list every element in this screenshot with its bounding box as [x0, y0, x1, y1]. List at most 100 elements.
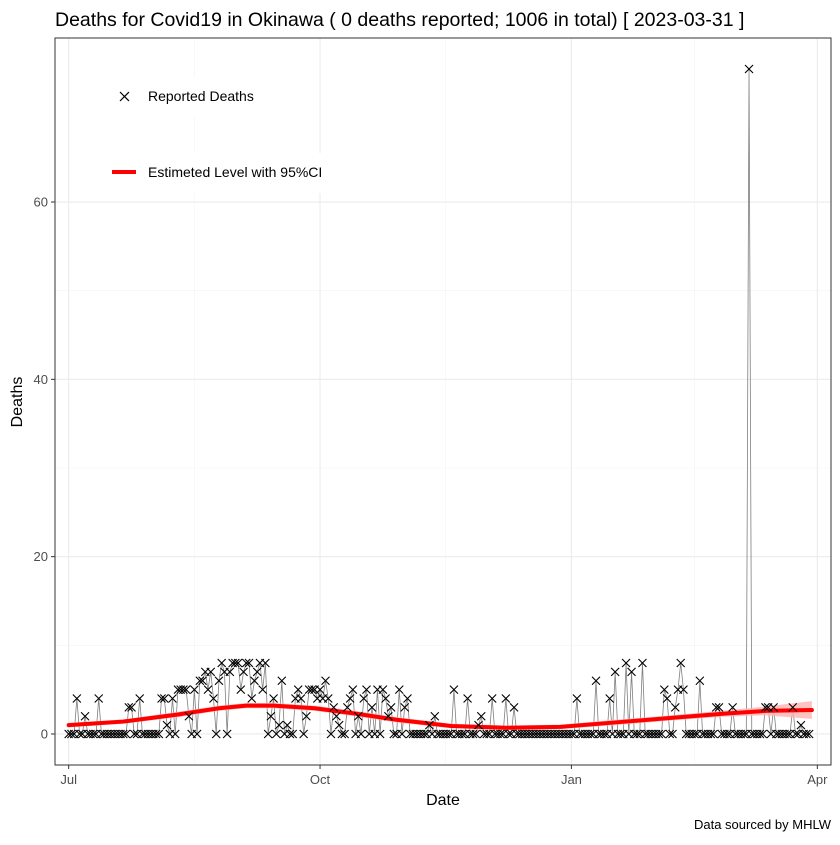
reported-death-point: [217, 658, 227, 668]
reported-death-point: [334, 720, 344, 730]
reported-death-point: [367, 702, 377, 712]
trend-line: [66, 703, 814, 730]
x-tick-label: Apr: [807, 772, 828, 787]
reported-death-point: [689, 729, 699, 739]
reported-death-point: [263, 729, 273, 739]
reported-death-point: [269, 694, 278, 703]
legend-label-reported: Reported Deaths: [148, 88, 254, 104]
reported-death-point: [340, 729, 350, 739]
reported-death-point: [457, 729, 467, 739]
reported-death-point: [381, 694, 391, 703]
reported-death-point: [157, 694, 166, 703]
reported-death-point: [755, 729, 765, 739]
reported-death-point: [203, 685, 213, 695]
reported-death-point: [299, 729, 309, 739]
reported-death-point: [495, 729, 505, 739]
reported-death-point: [337, 729, 347, 739]
reported-death-point: [463, 694, 472, 703]
reported-death-point: [665, 729, 675, 739]
reported-death-point: [744, 64, 754, 74]
reported-death-point: [397, 729, 407, 739]
reported-death-point: [501, 694, 511, 703]
reported-death-point: [482, 729, 492, 739]
reported-death-point: [118, 729, 128, 739]
reported-death-point: [135, 694, 145, 703]
reported-death-point: [184, 711, 194, 721]
x-axis-label: Date: [426, 792, 460, 809]
reported-death-point: [378, 685, 388, 695]
plot-border: [54, 37, 832, 766]
reported-death-point: [782, 729, 792, 739]
reported-death-point: [567, 729, 576, 739]
reported-death-point: [121, 729, 131, 739]
reported-death-point: [72, 694, 82, 703]
reported-death-point: [179, 685, 188, 695]
reported-death-point: [709, 729, 718, 739]
reported-death-point: [252, 667, 262, 677]
legend-label-estimated: Estimeted Level with 95%CI: [148, 164, 322, 180]
reported-death-point: [714, 702, 724, 712]
reported-death-point: [638, 658, 647, 668]
reported-death-point: [277, 676, 287, 686]
reported-death-point: [430, 711, 440, 721]
points-layer: [64, 64, 814, 739]
reported-death-point: [129, 729, 139, 739]
reported-death-point: [474, 720, 483, 730]
reported-death-point: [296, 694, 306, 703]
reported-death-point: [403, 694, 412, 703]
reported-death-point: [315, 685, 325, 695]
y-tick-label: 40: [34, 372, 48, 387]
reported-death-point: [211, 729, 221, 739]
reported-death-point: [468, 729, 478, 739]
reported-death-point: [586, 729, 595, 739]
y-tick-label: 60: [34, 195, 48, 210]
reported-death-point: [67, 729, 76, 739]
reported-death-point: [419, 729, 429, 739]
reported-death-point: [728, 702, 738, 712]
reported-death-point: [389, 729, 399, 739]
reported-death-point: [159, 694, 169, 703]
reported-death-point: [75, 729, 84, 739]
reported-death-point: [342, 702, 352, 712]
reported-death-point: [195, 676, 205, 686]
reported-death-point: [192, 729, 202, 739]
reported-death-point: [181, 685, 191, 695]
reported-death-point: [247, 694, 257, 703]
reported-death-point: [236, 685, 246, 695]
reported-death-point: [668, 729, 677, 739]
reported-death-point: [288, 729, 298, 739]
reported-death-point: [739, 729, 748, 739]
reported-death-point: [154, 729, 164, 739]
y-axis-label: Deaths: [9, 377, 26, 428]
reported-death-point: [394, 685, 404, 695]
reported-death-point: [676, 658, 686, 668]
reported-death-point: [400, 702, 410, 712]
reported-death-point: [244, 658, 254, 668]
reported-death-point: [444, 729, 453, 739]
reported-death-point: [711, 702, 721, 712]
reported-death-point: [250, 676, 259, 686]
reported-death-point: [307, 685, 317, 695]
reported-death-point: [662, 694, 672, 703]
grid: [55, 38, 831, 765]
reported-death-point: [326, 729, 336, 739]
reported-death-point: [345, 694, 355, 703]
reported-death-point: [151, 729, 161, 739]
reported-death-point: [271, 729, 281, 739]
legend: Reported Deaths Estimeted Level with 95%…: [100, 77, 332, 193]
reported-death-point: [170, 729, 180, 739]
reported-death-point: [599, 729, 609, 739]
x-tick-label: Oct: [310, 772, 331, 787]
reported-death-point: [769, 702, 779, 712]
reported-death-point: [94, 694, 104, 703]
reported-death-point: [610, 667, 620, 677]
reported-death-point: [788, 702, 798, 712]
reported-death-point: [362, 685, 371, 695]
reported-death-point: [802, 729, 811, 739]
reported-death-point: [198, 676, 207, 686]
reported-death-point: [282, 720, 292, 730]
x-axis: Jul Oct Jan Apr: [60, 765, 828, 787]
reported-death-point: [424, 720, 434, 730]
